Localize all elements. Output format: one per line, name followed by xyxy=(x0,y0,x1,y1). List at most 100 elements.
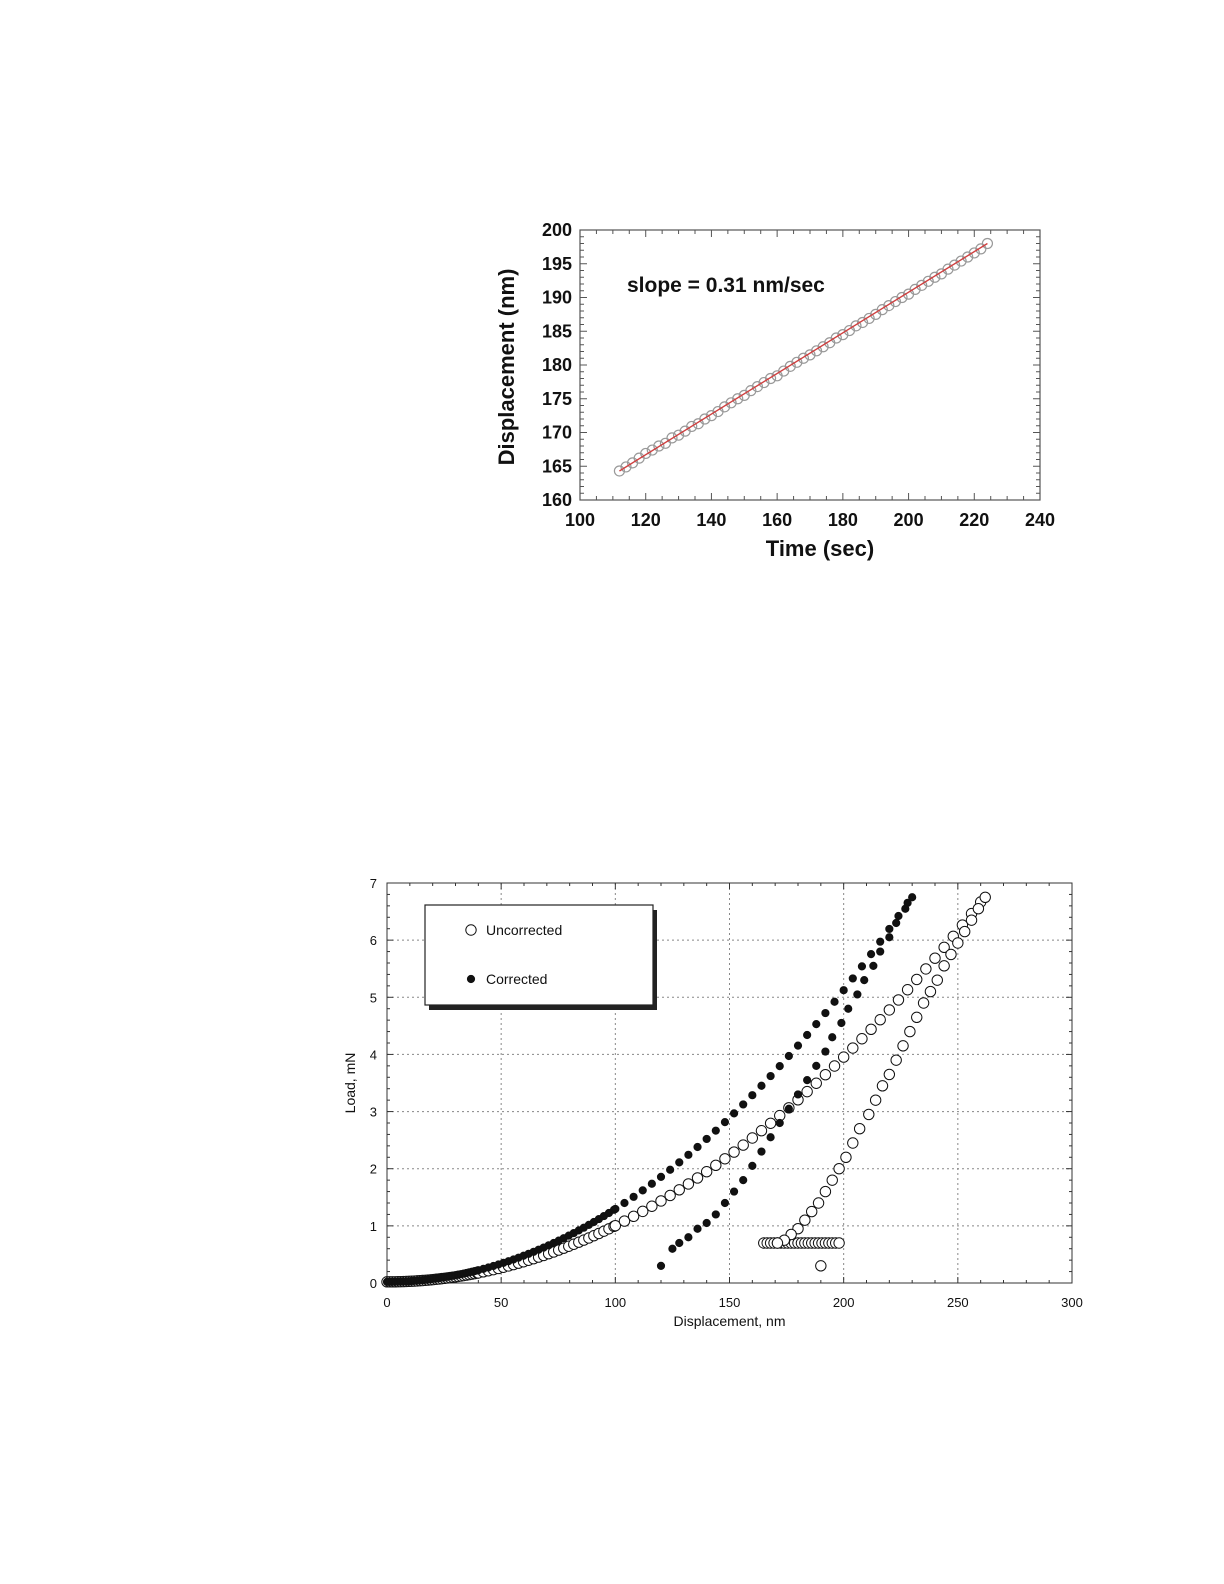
data-point xyxy=(955,255,967,267)
uncorrected-point xyxy=(920,963,932,975)
data-point xyxy=(653,440,665,452)
corrected-point xyxy=(656,1172,666,1181)
y-axis-title: Displacement (nm) xyxy=(494,269,519,466)
corrected-point xyxy=(675,1158,684,1167)
uncorrected-point xyxy=(755,1125,768,1137)
y-tick-label: 3 xyxy=(370,1105,377,1120)
corrected-point xyxy=(837,1018,846,1028)
data-point xyxy=(863,312,875,325)
data-point xyxy=(758,376,770,389)
uncorrected-point xyxy=(609,1219,622,1232)
x-tick-label: 100 xyxy=(565,510,595,530)
corrected-point xyxy=(720,1198,730,1208)
uncorrected-point xyxy=(618,1215,631,1227)
x-tick-label: 220 xyxy=(959,510,989,530)
uncorrected-point xyxy=(931,974,943,986)
uncorrected-point xyxy=(847,1137,859,1149)
uncorrected-point xyxy=(924,985,937,998)
corrected-point xyxy=(775,1062,784,1071)
y-tick-label: 180 xyxy=(542,355,572,375)
uncorrected-point xyxy=(883,1068,896,1081)
y-tick-label: 4 xyxy=(370,1047,377,1062)
data-point xyxy=(613,465,626,477)
uncorrected-point xyxy=(737,1139,749,1151)
uncorrected-point xyxy=(700,1166,713,1178)
uncorrected-point xyxy=(874,1013,886,1026)
x-tick-label: 300 xyxy=(1061,1295,1083,1310)
data-point xyxy=(718,401,731,413)
corrected-point xyxy=(839,986,848,995)
data-point xyxy=(646,444,658,456)
corrected-point xyxy=(876,947,885,956)
corrected-point xyxy=(853,990,862,999)
corrected-point xyxy=(821,1047,830,1056)
data-point xyxy=(751,381,764,393)
y-tick-label: 185 xyxy=(542,321,572,341)
uncorrected-point xyxy=(847,1042,859,1054)
plot-frame xyxy=(579,229,1041,501)
corrected-point xyxy=(684,1150,693,1159)
y-tick-label: 1 xyxy=(370,1219,377,1234)
corrected-point xyxy=(766,1133,775,1142)
corrected-point xyxy=(748,1161,757,1170)
data-point xyxy=(856,316,869,329)
y-tick-label: 175 xyxy=(542,389,572,409)
slope-annotation: slope = 0.31 nm/sec xyxy=(627,274,825,297)
uncorrected-point xyxy=(890,1054,902,1066)
x-tick-label: 0 xyxy=(383,1295,390,1310)
uncorrected-point xyxy=(810,1077,822,1089)
legend-box xyxy=(424,904,654,1006)
data-point xyxy=(922,275,934,287)
uncorrected-point xyxy=(627,1210,640,1223)
uncorrected-point xyxy=(904,1025,916,1038)
legend-marker-corrected xyxy=(466,974,476,984)
uncorrected-point xyxy=(806,1205,818,1218)
corrected-point xyxy=(611,1204,620,1214)
corrected-point xyxy=(720,1118,730,1127)
data-point xyxy=(745,385,757,397)
corrected-point xyxy=(638,1186,647,1195)
y-tick-label: 200 xyxy=(542,220,572,240)
corrected-point xyxy=(857,962,867,971)
uncorrected-point xyxy=(917,997,930,1009)
y-tick-label: 190 xyxy=(542,288,572,308)
corrected-point xyxy=(693,1224,702,1233)
x-tick-label: 120 xyxy=(631,510,661,530)
corrected-point xyxy=(803,1030,812,1040)
x-tick-label: 200 xyxy=(894,510,924,530)
fit-line xyxy=(619,242,988,472)
corrected-point xyxy=(908,893,917,902)
uncorrected-point xyxy=(664,1189,676,1202)
corrected-point xyxy=(739,1100,748,1109)
corrected-point xyxy=(885,933,894,942)
uncorrected-point xyxy=(938,960,950,972)
corrected-point xyxy=(757,1147,766,1156)
legend-label-uncorrected: Uncorrected xyxy=(486,922,562,938)
corrected-point xyxy=(757,1081,766,1090)
uncorrected-point xyxy=(840,1151,852,1163)
corrected-point xyxy=(702,1134,711,1144)
displacement-time-chart-svg: 100 120 140 160 180 200 220 240 160 165 170 175 180 1… xyxy=(494,220,1055,561)
data-point xyxy=(791,356,803,368)
uncorrected-point xyxy=(938,941,950,954)
data-point xyxy=(830,332,842,344)
uncorrected-point xyxy=(876,1080,889,1092)
corrected-point xyxy=(629,1192,638,1201)
data-point xyxy=(686,420,698,433)
data-point xyxy=(962,251,974,263)
uncorrected-point xyxy=(771,1237,784,1249)
data-point xyxy=(817,341,829,353)
corrected-point xyxy=(848,974,857,983)
uncorrected-point xyxy=(719,1153,731,1165)
y-tick-label: 6 xyxy=(370,933,377,948)
data-point xyxy=(725,397,737,409)
uncorrected-point xyxy=(828,1060,841,1072)
data-point xyxy=(883,299,895,312)
uncorrected-point xyxy=(856,1033,868,1045)
data-point xyxy=(968,247,980,259)
uncorrected-point xyxy=(853,1123,866,1135)
uncorrected-point xyxy=(655,1195,667,1207)
corrected-point xyxy=(675,1238,684,1248)
corrected-point xyxy=(803,1076,812,1085)
uncorrected-point xyxy=(819,1185,832,1198)
